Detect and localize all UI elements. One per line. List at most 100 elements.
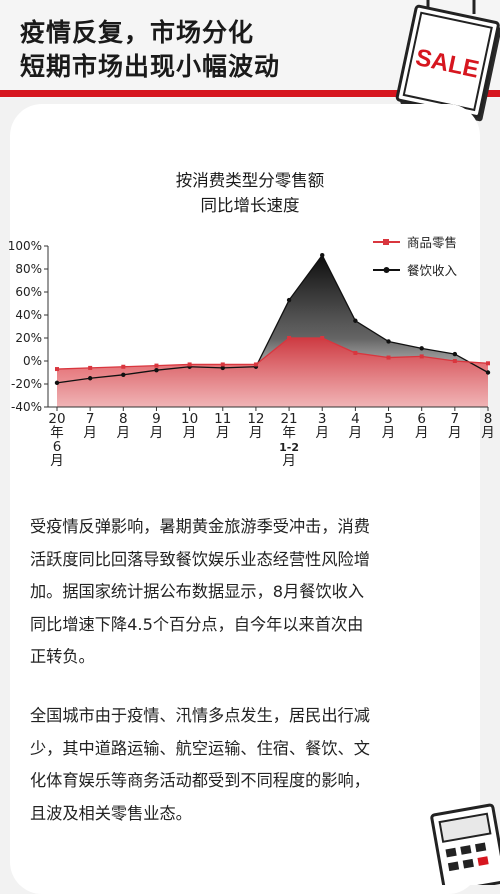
cash-register-icon — [430, 803, 500, 885]
paragraph-2-line: 全国城市由于疫情、汛情多点发生，居民出行减 — [30, 706, 370, 725]
x-tick-text: 11 — [214, 411, 231, 427]
x-tick-text: 月 — [382, 425, 396, 441]
x-tick-label: 7月 — [448, 411, 462, 441]
chart-areas — [57, 255, 488, 407]
point-retail — [187, 362, 192, 367]
y-tick-label: 80% — [15, 262, 42, 276]
line-retail — [56, 337, 489, 370]
point-retail — [220, 362, 225, 367]
point-retail — [353, 350, 358, 355]
point-catering — [121, 372, 126, 377]
x-tick-label: 12月 — [247, 411, 264, 441]
x-tick-text: 4 — [351, 411, 360, 427]
point-retail — [419, 354, 424, 359]
x-tick-label: 6月 — [415, 411, 429, 441]
point-retail — [320, 336, 325, 340]
chart-title-line-1: 按消费类型分零售额 — [176, 171, 325, 190]
sale-sign-icon: SALE — [395, 0, 500, 122]
x-tick-text: 月 — [315, 425, 329, 441]
x-tick-text: 21 — [280, 411, 297, 427]
x-tick-label: 5月 — [382, 411, 396, 441]
x-tick-text: 月 — [216, 425, 230, 441]
y-tick-label: 40% — [15, 308, 42, 322]
x-tick-label: 8月 — [117, 411, 131, 441]
x-tick-label: 4月 — [349, 411, 363, 441]
x-tick-text: 月 — [117, 425, 131, 441]
x-tick-text: 10 — [181, 411, 198, 427]
point-catering — [286, 297, 292, 303]
point-retail — [386, 355, 391, 360]
paragraph-1-line: 正转负。 — [30, 647, 95, 666]
page-headline: 疫情反复，市场分化 短期市场出现小幅波动 — [20, 16, 280, 84]
x-tick-text: 月 — [349, 425, 363, 441]
y-axis: 100% 80% 60% 40% 20% 0% -20% -40% — [8, 239, 49, 414]
point-catering — [452, 351, 458, 357]
point-retail — [287, 336, 292, 340]
x-tick-text: 12 — [247, 411, 264, 427]
x-tick-text: 月 — [481, 425, 495, 441]
point-retail — [55, 367, 59, 372]
headline-line-1: 疫情反复，市场分化 — [20, 18, 255, 47]
point-catering — [220, 365, 225, 371]
y-tick-label: 0% — [23, 354, 42, 368]
y-tick-label: 100% — [8, 239, 42, 253]
x-tick-label: 8月 — [481, 411, 495, 441]
chart-marks — [54, 253, 491, 386]
y-tick-label: -40% — [11, 400, 42, 414]
x-tick-text: 月 — [415, 425, 429, 441]
x-tick-label: 3月 — [315, 411, 329, 441]
x-tick-text: 月 — [50, 453, 64, 469]
line-catering — [56, 253, 489, 384]
chart-legend: 商品零售 餐饮收入 — [373, 235, 458, 278]
legend-marker-retail — [383, 239, 389, 245]
x-tick-text: 6 — [417, 411, 426, 427]
x-tick-text: 月 — [448, 425, 462, 441]
point-catering — [419, 346, 424, 351]
paragraph-1: 受疫情反弹影响，暑期黄金旅游季受冲击，消费 活跃度同比回落导致餐饮娱乐业态经营性… — [30, 511, 480, 674]
paragraph-2-line: 化体育娱乐等商务活动都受到不同程度的影响， — [30, 771, 370, 790]
point-retail — [121, 364, 126, 369]
point-retail — [154, 363, 159, 368]
x-tick-text: 3 — [318, 411, 327, 427]
point-catering — [54, 380, 60, 386]
paragraph-1-line: 受疫情反弹影响，暑期黄金旅游季受冲击，消费 — [30, 517, 370, 536]
x-tick-text: 7 — [451, 411, 460, 427]
content-card — [10, 104, 480, 894]
x-tick-label: 11月 — [214, 411, 231, 441]
point-retail — [253, 362, 258, 367]
x-tick-text: 年 — [282, 425, 296, 441]
point-catering — [485, 370, 491, 375]
x-tick-text: 月 — [249, 425, 263, 441]
y-tick-label: 60% — [15, 285, 42, 299]
x-tick-text: 9 — [152, 411, 161, 427]
header-accent-bar — [0, 90, 500, 97]
x-tick-label: 7月 — [83, 411, 97, 441]
x-tick-label: 9月 — [150, 411, 164, 441]
paragraph-2: 全国城市由于疫情、汛情多点发生，居民出行减 少，其中道路运输、航空运输、住宿、餐… — [30, 700, 480, 830]
legend-marker-catering — [383, 267, 390, 273]
paragraph-1-line: 加。据国家统计据公布数据显示，8月餐饮收入 — [30, 582, 365, 601]
x-tick-text: 年 — [50, 425, 64, 441]
y-tick-label: 20% — [15, 331, 42, 345]
x-tick-text: 5 — [384, 411, 393, 427]
x-tick-text: 月 — [83, 425, 97, 441]
x-tick-text: 20 — [48, 411, 65, 427]
legend-label-catering: 餐饮收入 — [407, 263, 458, 278]
y-tick-label: -20% — [11, 377, 42, 391]
paragraph-2-line: 且波及相关零售业态。 — [30, 803, 192, 823]
paragraph-1-line: 同比增速下降4.5个百分点，自今年以来首次由 — [30, 614, 364, 634]
x-tick-text: 6 — [53, 439, 62, 455]
area-retail — [57, 338, 488, 407]
point-catering — [154, 368, 159, 373]
point-catering — [87, 376, 93, 381]
legend-label-retail: 商品零售 — [407, 235, 457, 250]
x-tick-text: 月 — [150, 425, 164, 441]
x-tick-text: 8 — [484, 411, 493, 427]
point-catering — [320, 253, 325, 258]
x-tick-text: 月 — [183, 425, 197, 441]
x-tick-text: 1-2 — [279, 441, 299, 454]
point-retail — [486, 361, 490, 366]
